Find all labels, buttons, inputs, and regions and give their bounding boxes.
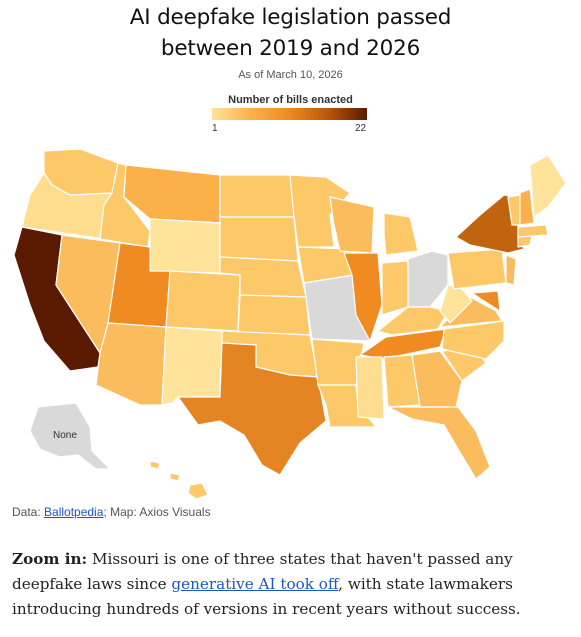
state-wyoming[interactable] bbox=[149, 218, 221, 274]
state-hawaii[interactable] bbox=[149, 460, 209, 500]
article-text-2: , with state lawmakers introducing hundr… bbox=[12, 575, 521, 618]
as-of-date: As of March 10, 2026 bbox=[238, 69, 343, 81]
legend-title: Number of bills enacted bbox=[228, 94, 353, 106]
state-maine[interactable] bbox=[529, 154, 567, 218]
alaska-label: None bbox=[53, 430, 77, 441]
state-michigan[interactable] bbox=[383, 212, 419, 256]
legend-color-scale bbox=[212, 108, 367, 120]
state-alaska[interactable] bbox=[29, 402, 111, 470]
state-new-hampshire[interactable] bbox=[519, 188, 535, 226]
article-text-1: Missouri is one of three states that hav… bbox=[12, 550, 513, 593]
state-illinois[interactable] bbox=[343, 252, 383, 342]
state-kansas[interactable] bbox=[237, 294, 311, 336]
state-colorado[interactable] bbox=[165, 270, 241, 332]
chart-title: AI deepfake legislation passed between 2… bbox=[0, 2, 581, 64]
state-maryland[interactable] bbox=[471, 290, 501, 312]
state-minnesota[interactable] bbox=[289, 174, 351, 248]
state-georgia[interactable] bbox=[411, 350, 463, 408]
state-new-jersey[interactable] bbox=[505, 254, 517, 286]
source-prefix: Data: bbox=[12, 505, 45, 519]
state-south-dakota[interactable] bbox=[219, 216, 299, 262]
legend-min-label: 1 bbox=[212, 123, 218, 134]
title-line-1: AI deepfake legislation passed bbox=[129, 5, 452, 30]
zoom-in-lead: Zoom in: bbox=[12, 550, 88, 568]
state-texas[interactable] bbox=[177, 342, 327, 476]
us-choropleth-map: None bbox=[13, 148, 567, 500]
ballotpedia-link[interactable]: Ballotpedia bbox=[44, 505, 104, 519]
state-new-mexico[interactable] bbox=[161, 326, 223, 406]
state-florida[interactable] bbox=[387, 406, 491, 480]
title-line-2: between 2019 and 2026 bbox=[160, 36, 421, 61]
source-credit: Data: Ballotpedia; Map: Axios Visuals bbox=[12, 505, 211, 519]
state-arizona[interactable] bbox=[95, 322, 167, 406]
article-paragraph: Zoom in: Missouri is one of three states… bbox=[12, 547, 572, 622]
state-ohio[interactable] bbox=[407, 250, 449, 308]
source-suffix: ; Map: Axios Visuals bbox=[103, 505, 211, 519]
generative-ai-link[interactable]: generative AI took off bbox=[171, 575, 339, 593]
state-massachusetts[interactable] bbox=[517, 224, 549, 238]
state-mississippi[interactable] bbox=[355, 356, 385, 420]
state-wisconsin[interactable] bbox=[329, 196, 375, 254]
state-indiana[interactable] bbox=[381, 260, 409, 316]
state-pennsylvania[interactable] bbox=[447, 248, 507, 290]
state-north-dakota[interactable] bbox=[219, 174, 295, 218]
legend-max-label: 22 bbox=[355, 123, 367, 134]
state-montana[interactable] bbox=[123, 164, 221, 224]
